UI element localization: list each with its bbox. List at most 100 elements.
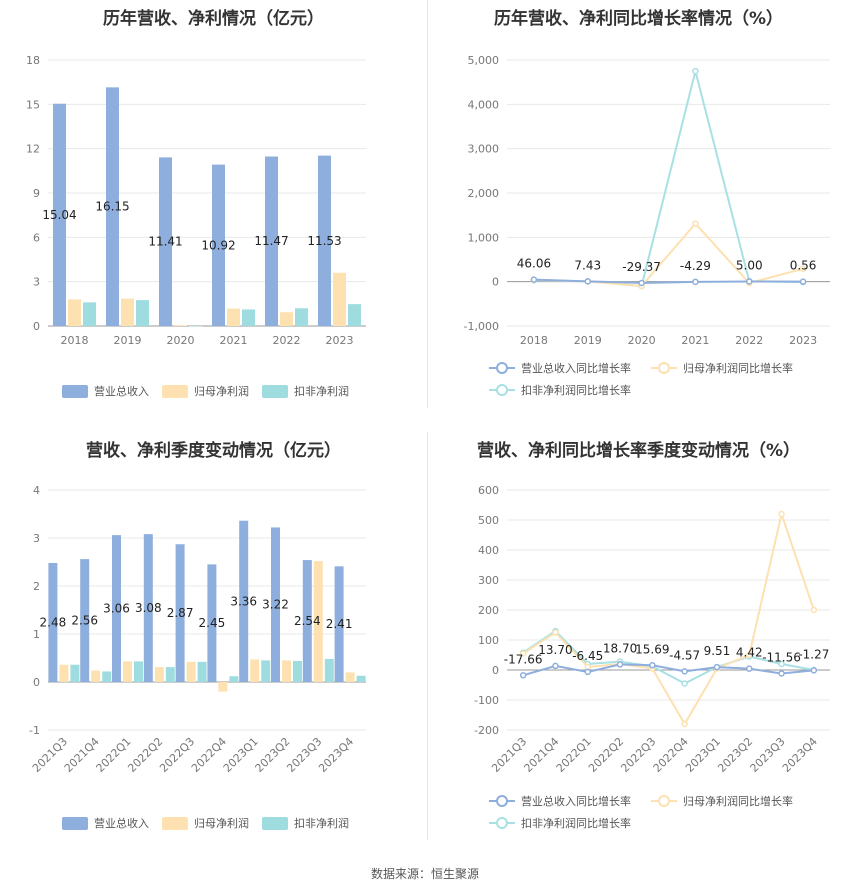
vertical-divider-bottom [427,432,428,840]
x-tick-label: 2023Q4 [780,735,820,775]
legend-marker-icon [658,362,670,374]
legend-label: 归母净利润同比增长率 [683,794,793,808]
y-tick-label: 4 [33,484,40,497]
series-line-1 [522,510,815,726]
bar-net-profit [59,664,69,682]
series-line-1 [533,222,804,288]
bar-deducted-profit [189,326,202,327]
line-data-label: 5.00 [736,258,763,272]
bar-net-profit [313,561,323,682]
line-data-label: 7.43 [574,258,601,272]
bar-net-profit [174,325,187,326]
line-data-label: 9.51 [704,644,731,658]
quarterly-growth-chart: -200-10001002003004005006002021Q32021Q42… [474,484,830,830]
x-tick-label: 2021Q4 [522,735,562,775]
y-tick-label: 300 [478,574,499,587]
x-tick-label: 2021Q3 [489,735,529,775]
y-tick-label: 9 [33,187,40,200]
legend-label: 营业总收入 [94,384,149,398]
data-point [778,510,785,518]
data-point [746,278,753,285]
bar-deducted-profit [348,304,361,326]
y-tick-label: 500 [478,514,499,527]
x-tick-label: 2023Q1 [683,735,723,775]
bar-deducted-profit [134,661,143,682]
legend-marker-icon [496,384,508,396]
data-point [746,651,753,659]
data-point [552,629,559,636]
data-point [810,606,818,614]
line-data-label: 15.69 [635,642,669,656]
y-tick-label: 3 [33,532,40,545]
data-point [799,278,807,285]
bar-data-label: 2.48 [40,615,67,629]
bar-data-label: 15.04 [42,208,76,222]
bar-data-label: 16.15 [95,200,129,214]
y-tick-label: 15 [26,98,40,111]
bar-revenue [271,527,280,682]
bar-data-label: 2.41 [326,617,353,631]
bar-revenue [80,559,90,682]
legend-label: 扣非净利润 [294,384,349,398]
bar-revenue [302,560,312,682]
bar-net-profit [186,661,196,682]
y-tick-label: 5,000 [468,54,500,67]
bar-deducted-profit [242,309,255,326]
bar-revenue [212,164,225,326]
bar-deducted-profit [136,300,149,326]
legend-swatch-icon [262,385,288,398]
bar-net-profit [250,659,260,682]
bar-data-label: 11.53 [307,234,341,248]
data-point [778,660,785,668]
bar-deducted-profit [102,671,112,682]
quarterly-amounts-chart: -1012342021Q32021Q42022Q12022Q22022Q3202… [29,484,366,830]
legend-label: 扣非净利润 [294,816,349,830]
bar-deducted-profit [356,675,366,682]
legend-label: 营业总收入同比增长率 [521,794,631,808]
bar-revenue [334,566,344,682]
y-tick-label: 200 [478,604,499,617]
bar-net-profit [227,308,240,326]
chart-title: 营收、净利同比增长率季度变动情况（%） [476,441,801,461]
x-tick-label: 2021 [681,334,709,347]
data-point [552,662,559,670]
y-tick-label: 2,000 [468,187,500,200]
legend-label: 归母净利润 [194,384,249,398]
y-tick-label: 400 [478,544,499,557]
bar-revenue [175,544,185,682]
legend-label: 扣非净利润同比增长率 [521,383,631,397]
x-tick-label: 2022Q1 [554,735,594,775]
bar-deducted-profit [165,667,175,682]
chart-title: 营收、净利季度变动情况（亿元） [86,441,341,461]
bar-revenue [143,534,153,682]
bar-data-label: 2.45 [199,616,226,630]
y-tick-label: 0 [492,664,499,677]
data-point [649,662,656,669]
legend-marker-icon [496,795,508,807]
vertical-divider-top [427,0,428,408]
legend-label: 营业总收入 [94,816,149,830]
legend-swatch-icon [262,817,288,830]
legend-label: 营业总收入同比增长率 [521,361,631,375]
line-data-label: 4.42 [736,646,763,660]
series-line-0 [533,278,804,284]
data-point [519,650,527,657]
data-point [799,265,807,273]
data-point [584,668,591,676]
bar-revenue [106,87,119,326]
data-point [746,665,753,672]
x-tick-label: 2022Q2 [586,735,626,775]
x-tick-label: 2022 [273,334,301,347]
data-point [692,278,699,286]
x-tick-label: 2023 [789,334,817,347]
x-tick-label: 2018 [61,334,89,347]
legend-marker-icon [496,362,508,374]
legend-swatch-icon [62,817,88,830]
y-tick-label: -1,000 [464,320,499,333]
data-source-note: 数据来源：恒生聚源 [370,867,479,881]
legend-swatch-icon [162,385,188,398]
legend-marker-icon [658,795,670,807]
bar-net-profit [123,661,132,682]
bar-net-profit [280,312,293,326]
x-tick-label: 2023 [326,334,354,347]
